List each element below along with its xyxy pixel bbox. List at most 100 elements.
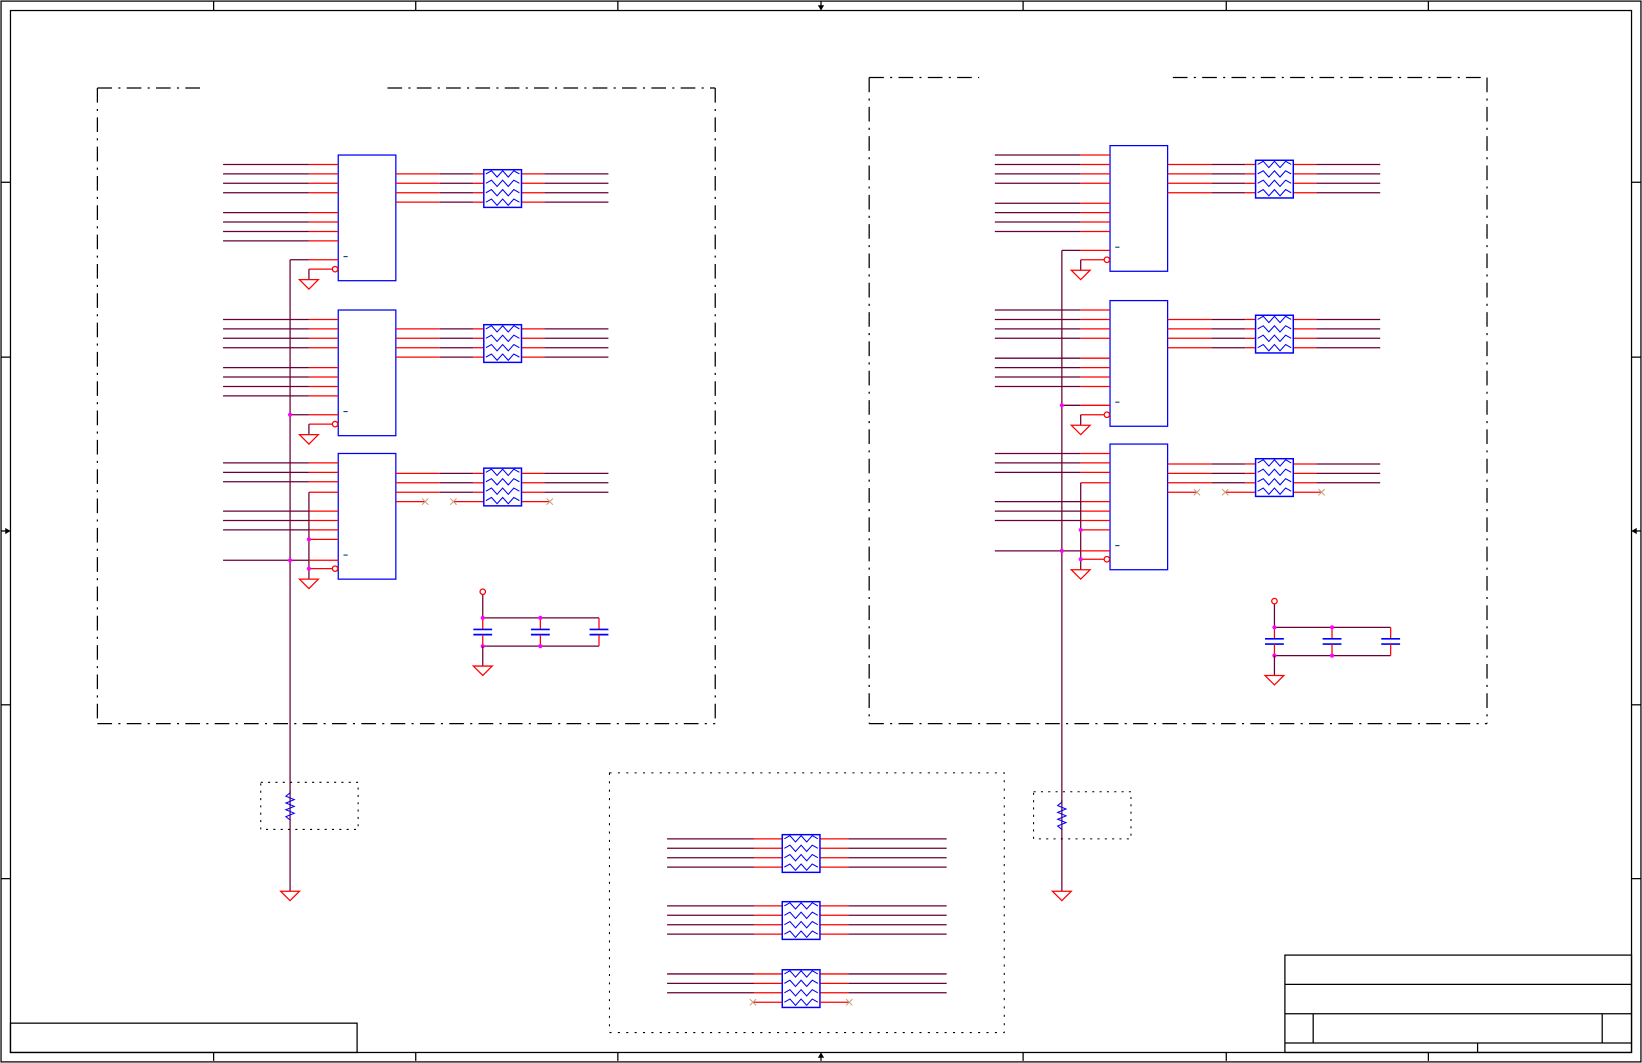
resistor-pack-icon — [1254, 314, 1295, 354]
resistor-zigzag — [784, 979, 819, 988]
ground-icon — [1069, 424, 1092, 436]
resistor-zigzag — [485, 477, 520, 486]
resistor-zigzag — [784, 970, 819, 978]
junction-dot — [1329, 625, 1335, 630]
buffer-ic — [1109, 299, 1169, 427]
resistor-zigzag — [485, 324, 520, 333]
resistor-zigzag — [1257, 315, 1292, 324]
resistor-zigzag — [485, 353, 520, 362]
pin-bubble — [1103, 555, 1111, 563]
ground-icon — [471, 665, 494, 677]
title-block — [1284, 954, 1633, 1054]
resistor-zigzag — [1257, 487, 1292, 496]
pin-bubble — [331, 565, 339, 573]
ground-icon — [297, 434, 320, 445]
resistor-zigzag — [1257, 334, 1292, 343]
junction-dot — [1059, 548, 1064, 553]
junction-dot — [1272, 625, 1277, 630]
resistor-pack-icon — [483, 323, 523, 364]
resistor-zigzag — [784, 920, 819, 929]
junction-dot — [306, 537, 312, 542]
resistor-pack-icon — [1254, 159, 1295, 199]
resistor-zigzag — [485, 169, 520, 178]
no-connect-mark — [1193, 488, 1201, 496]
resistor-zigzag — [784, 844, 819, 853]
resistor-zigzag — [784, 834, 819, 843]
resistor-zigzag — [1257, 458, 1292, 467]
resistor-zigzag — [1257, 160, 1292, 169]
no-connect-mark — [1318, 488, 1326, 496]
resistor-zigzag — [1257, 188, 1292, 197]
junction-dot — [287, 412, 293, 417]
resistor-zigzag — [485, 188, 520, 197]
ground-icon — [1069, 569, 1092, 581]
ground-icon — [1050, 890, 1073, 902]
resistor-zigzag — [1257, 343, 1292, 352]
resistor-zigzag — [1257, 169, 1292, 178]
buffer-ic — [337, 154, 397, 282]
pin-bubble — [1103, 411, 1111, 419]
no-connect-mark — [749, 998, 757, 1006]
buffer-ic — [337, 309, 397, 437]
pin-bubble — [1103, 256, 1111, 264]
junction-dot — [480, 615, 485, 620]
junction-dot — [1329, 653, 1335, 658]
resistor-pack-icon — [781, 900, 821, 941]
resistor-pack-icon — [781, 969, 821, 1009]
ground-icon — [279, 890, 302, 902]
resistor-zigzag — [784, 930, 819, 939]
pin-bubble — [479, 588, 487, 596]
resistor-zigzag — [784, 998, 819, 1007]
pulldown-box — [260, 781, 359, 830]
resistor-zigzag — [485, 343, 520, 352]
resistor-zigzag — [485, 198, 520, 207]
pin-bubble — [331, 265, 339, 273]
junction-dot — [538, 644, 543, 649]
pin-bubble — [1271, 597, 1278, 605]
resistor-zigzag — [784, 988, 819, 997]
ground-icon — [1069, 269, 1092, 281]
resistor-zigzag — [1257, 477, 1292, 486]
no-connect-mark — [1221, 488, 1229, 496]
resistor-zigzag — [485, 179, 520, 188]
no-connect-mark — [546, 498, 554, 506]
pulldown-box — [1033, 791, 1132, 840]
resistor-zigzag — [784, 901, 819, 910]
resistor-zigzag — [485, 468, 520, 477]
ground-icon — [297, 279, 320, 290]
resistor-zigzag — [485, 334, 520, 343]
resistor-zigzag — [784, 863, 819, 872]
resistor-zigzag — [1257, 179, 1292, 188]
resistor-zigzag — [1257, 468, 1292, 477]
resistor-pack-icon — [483, 467, 523, 507]
resistor-zigzag — [485, 487, 520, 496]
junction-dot — [1078, 557, 1083, 562]
sheet-border-inner — [9, 9, 1633, 1054]
resistor-zigzag — [784, 853, 819, 862]
junction-dot — [538, 615, 543, 620]
buffer-ic — [1109, 144, 1169, 272]
no-connect-mark — [845, 998, 853, 1006]
revision-box — [9, 1022, 358, 1054]
termination-group-box — [608, 772, 1005, 1034]
resistor-pack-icon — [483, 168, 523, 209]
ground-icon — [297, 578, 320, 590]
resistor-icon — [284, 792, 296, 821]
pin-bubble — [331, 420, 339, 428]
resistor-pack-icon — [1254, 457, 1295, 498]
junction-dot — [306, 566, 312, 571]
resistor-pack-icon — [781, 833, 821, 874]
resistor-zigzag — [485, 496, 520, 505]
junction-dot — [1078, 527, 1083, 533]
resistor-icon — [1056, 801, 1068, 830]
resistor-zigzag — [784, 911, 819, 920]
buffer-ic — [1109, 443, 1169, 571]
resistor-zigzag — [1257, 324, 1292, 333]
buffer-ic — [337, 452, 397, 580]
no-connect-mark — [421, 498, 429, 506]
junction-dot — [1059, 403, 1064, 408]
no-connect-mark — [449, 498, 457, 506]
junction-dot — [287, 558, 293, 563]
